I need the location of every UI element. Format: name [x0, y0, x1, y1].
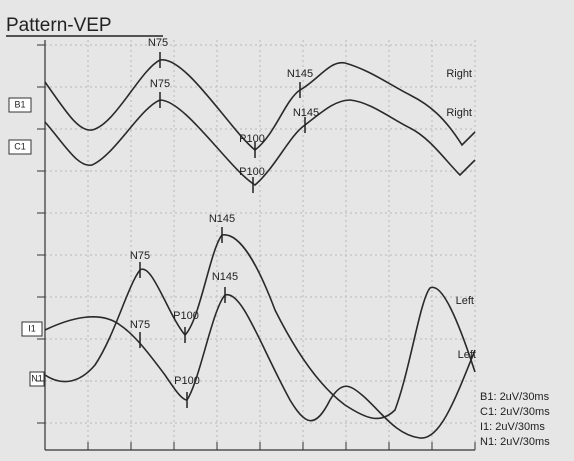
side-label: Left: [458, 349, 476, 361]
side-label: Right: [446, 68, 472, 80]
title: Pattern-VEP: [6, 15, 112, 36]
peak-label: N75: [150, 78, 170, 90]
page: {"title": "Pattern-VEP", "channels": ["B…: [0, 0, 574, 461]
peak-label: N145: [209, 213, 235, 225]
peak-label: P100: [239, 133, 265, 145]
peak-label: P100: [174, 375, 200, 387]
peak-label: N75: [148, 37, 168, 49]
legend-entry: B1: 2uV/30ms: [480, 391, 550, 403]
peak-label: N145: [287, 68, 313, 80]
side-label: Left: [456, 295, 474, 307]
peak-label: P100: [239, 166, 265, 178]
peak-label: P100: [173, 310, 199, 322]
legend-entry: N1: 2uV/30ms: [480, 436, 550, 448]
peak-label: N145: [293, 107, 319, 119]
peak-label: N75: [130, 250, 150, 262]
legend-entry: C1: 2uV/30ms: [480, 406, 550, 418]
legend-entry: I1: 2uV/30ms: [480, 421, 545, 433]
peak-label: N145: [212, 271, 238, 283]
channel-label: I1: [28, 323, 36, 333]
channel-label: N1: [31, 373, 43, 383]
vep-printout: Pattern-VEP B1 C1 I1 N1 N75 N75 N145: [0, 0, 574, 461]
channel-label: B1: [14, 99, 25, 109]
channel-label: C1: [14, 141, 26, 151]
peak-label: N75: [130, 319, 150, 331]
side-label: Right: [446, 107, 472, 119]
